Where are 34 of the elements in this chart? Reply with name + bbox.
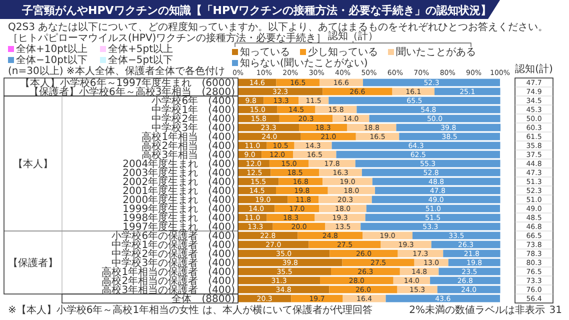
bar: [375, 186, 500, 194]
bar: [362, 168, 500, 176]
text: 全体+10pt以上: [16, 43, 88, 55]
bar: [332, 142, 500, 150]
text: 2%未満の数値ラベルは非表示: [409, 304, 545, 316]
bar: [356, 106, 500, 114]
bar: [336, 150, 500, 158]
legend-title: 認知（計）: [328, 30, 378, 42]
bar: [386, 294, 500, 302]
legend-label: 聞いたことがある: [396, 46, 476, 58]
bar: [369, 114, 500, 122]
text: 31: [549, 305, 562, 316]
bar: [366, 204, 500, 212]
bar: [362, 78, 500, 86]
bar: [328, 96, 500, 104]
y-tick-label: 全体 (8800): [172, 293, 236, 306]
text: ※【本人】小学校6年～高校1年相当の女性 は、本人が横にいて保護者が代理回答: [8, 304, 372, 316]
text: 全体+5pt以上: [108, 43, 174, 55]
bar: [372, 196, 500, 204]
text: 認知(計): [515, 63, 553, 75]
text: 全体−5pt以下: [108, 54, 174, 66]
chart-title: 子宮頸がんやHPVワクチンの知識【「HPVワクチンの接種方法・必要な手続き」の認知状況】: [21, 4, 492, 17]
bar: [355, 160, 500, 168]
legend-label: 知っている: [240, 46, 290, 58]
text: (n=30以上) ※本人全体、保護者全体で各色付け: [8, 65, 225, 77]
text: 全体−10pt以下: [16, 54, 88, 66]
bar: [365, 214, 500, 222]
legend-label: 少し知っている: [308, 46, 378, 58]
bar: [372, 178, 500, 186]
text: ［ヒトパピローマウイルス(HPV)ワクチンの接種方法・必要な手続き］: [8, 32, 326, 44]
bar: [360, 222, 500, 230]
text: 【本人】: [13, 158, 53, 170]
text: 【保護者】: [8, 257, 58, 269]
legend-label: 知らない(聞いたことがない): [240, 57, 368, 69]
